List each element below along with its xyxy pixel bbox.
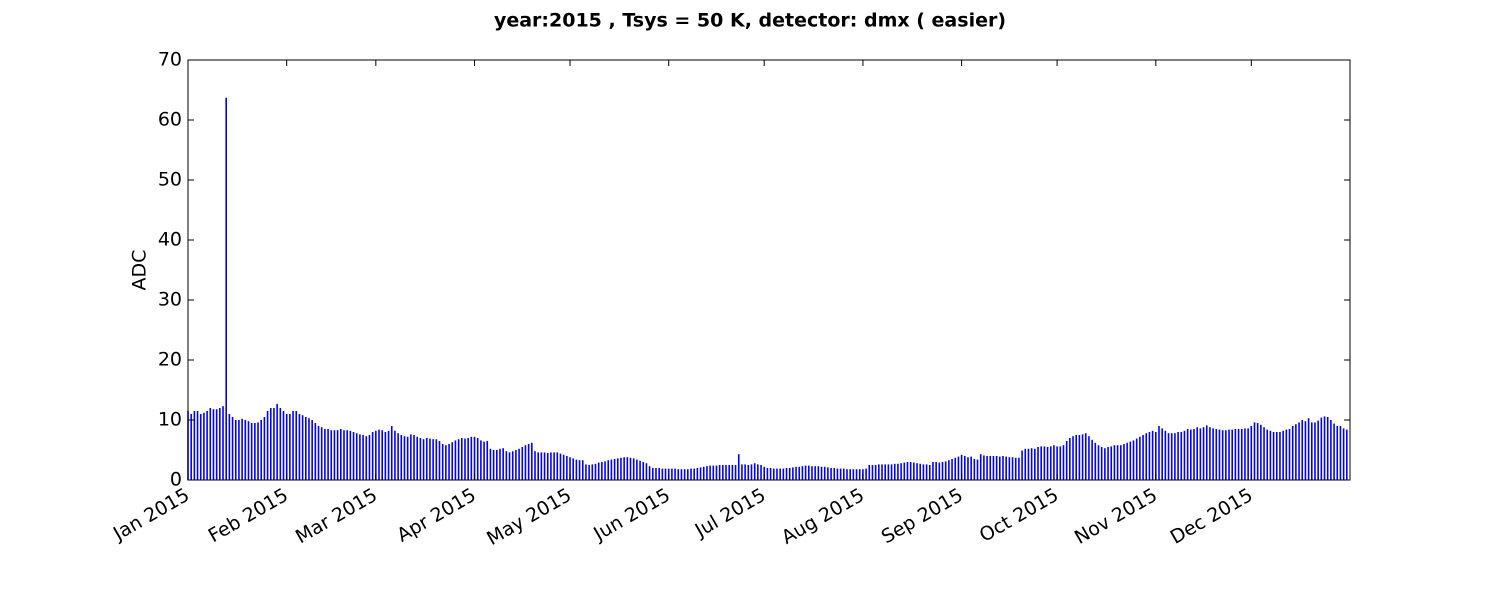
y-tick-label: 30 bbox=[158, 289, 182, 311]
x-tick-label: Aug 2015 bbox=[778, 484, 868, 549]
plot-area bbox=[187, 97, 1348, 480]
x-tick-label: Jun 2015 bbox=[589, 484, 674, 546]
y-tick-label: 0 bbox=[170, 469, 182, 491]
y-tick-label: 10 bbox=[158, 409, 182, 431]
y-tick-label: 50 bbox=[158, 169, 182, 191]
y-tick-label: 40 bbox=[158, 229, 182, 251]
chart-title: year:2015 , Tsys = 50 K, detector: dmx (… bbox=[494, 10, 1006, 32]
x-tick-label: Apr 2015 bbox=[393, 484, 480, 547]
x-tick-label: Mar 2015 bbox=[292, 484, 381, 548]
x-tick-label: Sep 2015 bbox=[878, 484, 967, 548]
x-tick-label: Oct 2015 bbox=[976, 484, 1063, 547]
y-tick-label: 70 bbox=[158, 49, 182, 71]
y-tick-label: 60 bbox=[158, 109, 182, 131]
plot-frame bbox=[187, 59, 1351, 481]
x-tick-label: Jan 2015 bbox=[109, 484, 193, 545]
y-axis-label: ADC bbox=[129, 250, 151, 291]
x-tick-label: May 2015 bbox=[483, 484, 575, 550]
y-tick-label: 20 bbox=[158, 349, 182, 371]
x-tick-label: Jul 2015 bbox=[691, 484, 770, 542]
x-tick-label: Feb 2015 bbox=[205, 484, 292, 547]
x-tick-label: Nov 2015 bbox=[1071, 484, 1161, 549]
x-tick-label: Dec 2015 bbox=[1167, 484, 1257, 549]
